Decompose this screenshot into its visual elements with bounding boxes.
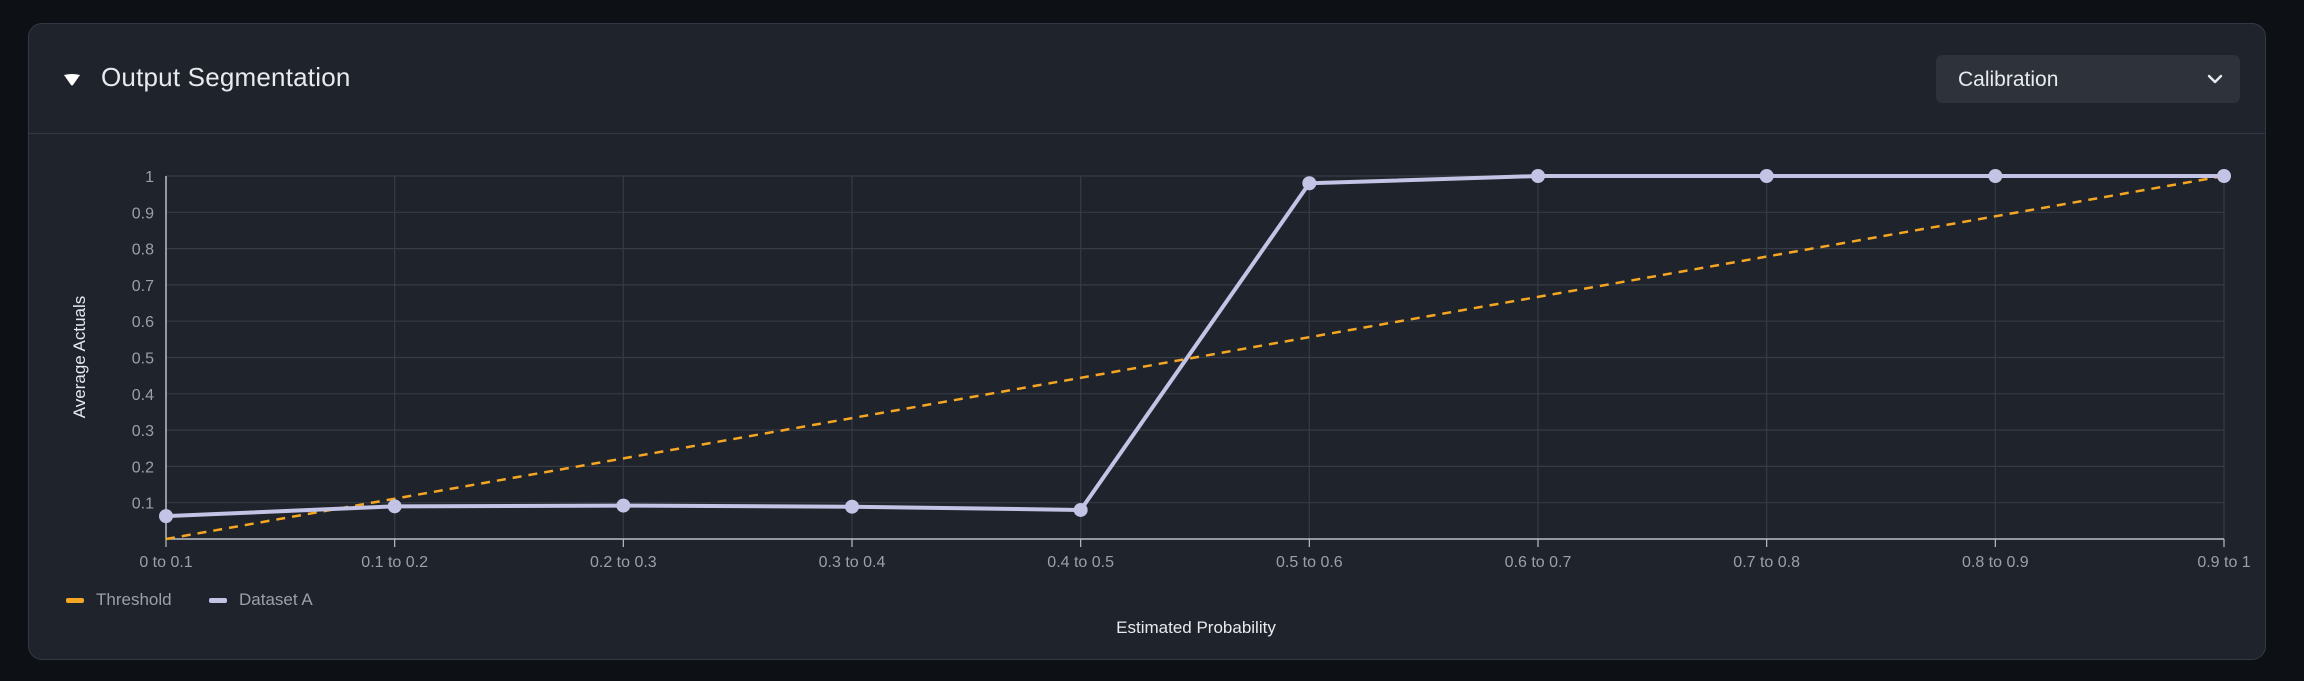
dropdown-selected-value: Calibration [1958,68,2059,91]
grid [165,175,2225,547]
legend-threshold-swatch [66,598,84,604]
series [159,169,2231,541]
axis-ticks: 0.1 0.2 0.3 0.4 0.5 0.6 0.7 0.8 0.9 1 0 to 0.1 0.1 … [132,169,2251,571]
chevron-down-icon [2207,74,2223,84]
y-tick-label: 0.4 [132,387,154,404]
legend-dataset-a-label: Dataset A [239,590,313,609]
dataset-a-line [165,174,2224,519]
y-tick-label: 0.1 [132,496,154,513]
chart-type-dropdown[interactable]: Calibration [1936,55,2240,103]
panel-title: Output Segmentation [101,62,351,92]
x-tick-label: 0.9 to 1 [2197,554,2250,571]
dataset-a-point [845,499,859,514]
y-tick-label: 0.2 [132,459,154,476]
panel-header: Output Segmentation Calibration [29,24,2265,134]
x-axis-label: Estimated Probability [1116,618,1276,637]
x-tick-label: 0.3 to 0.4 [819,554,886,571]
x-tick-label: 0.2 to 0.3 [590,554,657,571]
dataset-a-point [1531,169,1545,183]
dataset-a-point [159,509,173,524]
y-tick-label: 0.5 [132,351,154,368]
x-tick-label: 0.1 to 0.2 [361,554,428,571]
x-tick-label: 0.5 to 0.6 [1276,554,1343,571]
dataset-a-point [2217,169,2231,183]
y-tick-label: 0.8 [132,242,154,259]
y-axis-label: Average Actuals [70,296,89,419]
x-tick-label: 0.7 to 0.8 [1733,554,1800,571]
output-segmentation-panel: Output Segmentation Calibration [28,23,2266,660]
x-tick-label: 0.8 to 0.9 [1962,554,2029,571]
dataset-a-point [1302,176,1317,191]
x-tick-label: 0 to 0.1 [139,554,192,571]
caret-down-icon[interactable] [62,71,82,87]
x-tick-label: 0.4 to 0.5 [1047,554,1114,571]
y-tick-label: 0.9 [132,205,154,222]
x-tick-label: 0.6 to 0.7 [1505,554,1572,571]
legend-threshold[interactable]: Threshold [66,590,172,610]
dataset-a-point [1759,169,1774,183]
y-tick-label: 0.7 [132,278,154,295]
dataset-a-point [387,499,402,514]
y-tick-label: 0.6 [132,314,154,331]
threshold-line [165,174,2225,541]
y-tick-label: 0.3 [132,423,154,440]
legend-dataset-a-swatch [209,598,227,604]
y-tick-label: 1 [145,169,154,186]
dataset-a-point [1988,169,2003,183]
dataset-a-point [1073,502,1088,517]
legend-threshold-label: Threshold [96,590,172,609]
dataset-a-point [616,498,631,513]
legend-dataset-a[interactable]: Dataset A [209,590,313,610]
